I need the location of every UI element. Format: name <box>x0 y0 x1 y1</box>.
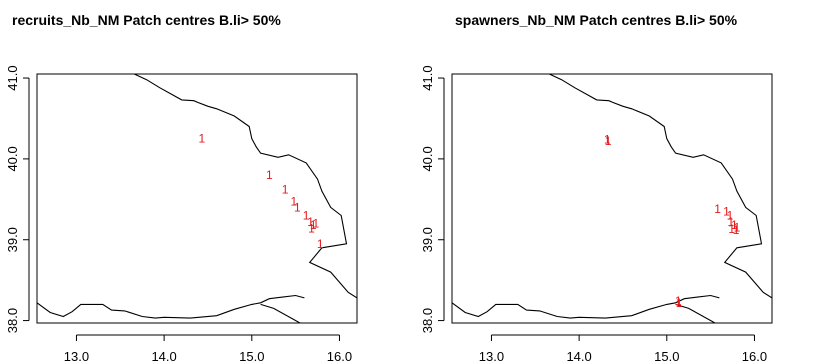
x-tick-label: 13.0 <box>479 349 504 364</box>
data-point-marker: 1 <box>266 168 273 182</box>
chart-panel-recruits: 13.0 14.0 15.0 16.0 38.0 39.0 40.0 41.0 1 1 1 1 1 1 1 1… <box>5 12 358 364</box>
data-point-marker: 1 <box>728 222 735 236</box>
data-point-marker: 1 <box>294 200 301 214</box>
data-point-marker: 1 <box>733 223 740 237</box>
y-tick-label: 41.0 <box>5 65 20 90</box>
x-tick-label: 14.0 <box>151 349 176 364</box>
coastline-main <box>132 74 357 299</box>
data-point-marker: 1 <box>714 202 721 216</box>
data-point-marker: 1 <box>317 237 324 251</box>
data-point-marker: 1 <box>604 132 611 146</box>
chart-title-spawners: spawners_Nb_NM Patch centres B.li> 50% <box>455 12 738 28</box>
coastline-group <box>37 74 357 323</box>
y-tick-label: 38.0 <box>5 308 20 333</box>
data-point-marker: 1 <box>312 217 319 231</box>
y-tick-label: 40.0 <box>5 146 20 171</box>
x-tick-label: 14.0 <box>566 349 591 364</box>
y-tick-label: 38.0 <box>420 308 435 333</box>
coastline-bottom <box>452 294 720 319</box>
plot-frame <box>36 73 358 324</box>
data-point-marker: 1 <box>307 215 314 229</box>
data-point-marker: 1 <box>676 296 683 310</box>
chart-title-recruits: recruits_Nb_NM Patch centres B.li> 50% <box>12 12 281 28</box>
data-point-marker: 1 <box>308 221 315 235</box>
coastline-bottom-tail <box>260 303 301 323</box>
data-point-marker: 1 <box>310 218 317 232</box>
coastline-bottom <box>37 294 305 319</box>
data-point-marker: 1 <box>734 221 741 235</box>
x-tick-label: 16.0 <box>742 349 767 364</box>
x-tick-label: 15.0 <box>239 349 264 364</box>
chart-panel-spawners: 13.0 14.0 15.0 16.0 38.0 39.0 40.0 41.0 1 1 1 1 1 1 1 1… <box>415 0 830 364</box>
y-tick-label: 41.0 <box>420 65 435 90</box>
plot-frame <box>451 73 773 324</box>
y-tick-label: 40.0 <box>420 146 435 171</box>
data-point-marker: 1 <box>303 208 310 222</box>
y-tick-label: 39.0 <box>420 227 435 252</box>
data-point-marker: 1 <box>727 208 734 222</box>
data-point-marker: 1 <box>291 195 298 209</box>
data-point-marker: 1 <box>605 134 612 148</box>
coastline-group <box>452 74 772 323</box>
data-point-marker: 1 <box>198 132 205 146</box>
x-tick-label: 13.0 <box>64 349 89 364</box>
data-point-marker: 1 <box>282 183 289 197</box>
data-point-marker: 1 <box>731 218 738 232</box>
coastline-bottom-tail <box>675 303 716 323</box>
chart-svg-recruits: 13.0 14.0 15.0 16.038.039.040.041.011111111… <box>5 65 358 364</box>
data-point-marker: 1 <box>727 215 734 229</box>
data-point-marker: 1 <box>723 204 730 218</box>
x-tick-label: 15.0 <box>654 349 679 364</box>
data-point-marker: 1 <box>675 294 682 308</box>
coastline-main <box>547 74 772 299</box>
y-tick-label: 39.0 <box>5 227 20 252</box>
x-tick-label: 16.0 <box>327 349 352 364</box>
